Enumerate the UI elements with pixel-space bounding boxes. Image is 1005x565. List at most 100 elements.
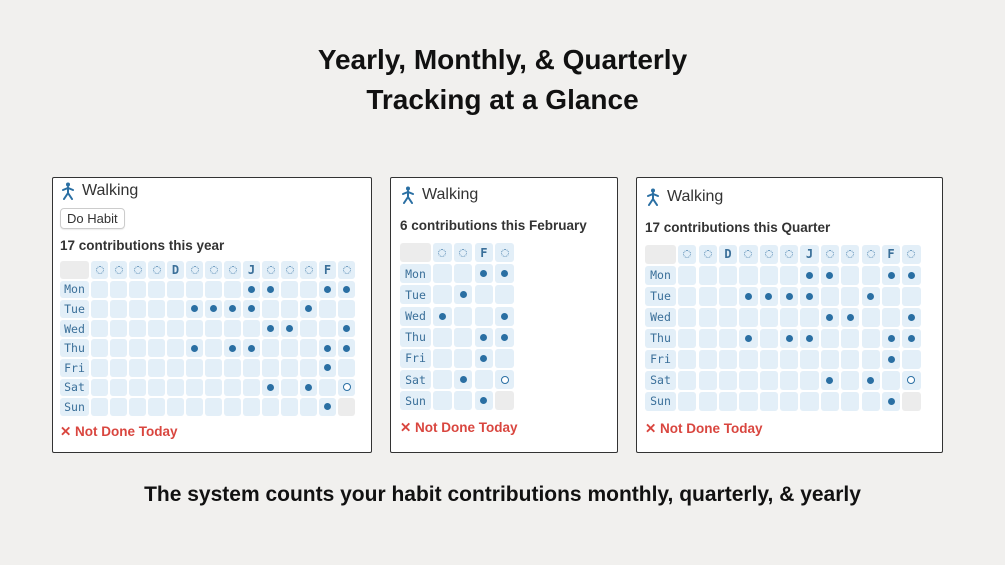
day-cell[interactable] — [902, 349, 921, 369]
day-cell[interactable] — [474, 306, 494, 326]
day-cell[interactable] — [110, 378, 127, 397]
day-cell-done[interactable] — [800, 328, 819, 348]
day-cell-done[interactable] — [881, 349, 901, 369]
day-cell[interactable] — [262, 300, 279, 318]
day-cell[interactable] — [167, 319, 184, 338]
day-cell[interactable] — [129, 398, 146, 416]
day-cell[interactable] — [739, 349, 758, 369]
day-cell-done[interactable] — [338, 280, 355, 299]
day-cell[interactable] — [800, 370, 819, 390]
day-cell-done[interactable] — [759, 286, 778, 306]
day-cell[interactable] — [678, 265, 697, 285]
day-cell[interactable] — [780, 370, 799, 390]
day-cell[interactable] — [110, 339, 127, 357]
day-cell[interactable] — [902, 286, 921, 306]
day-cell[interactable] — [148, 319, 165, 338]
day-cell[interactable] — [433, 370, 452, 390]
day-cell[interactable] — [739, 307, 758, 327]
day-cell[interactable] — [262, 398, 279, 416]
day-cell[interactable] — [148, 378, 165, 397]
day-cell[interactable] — [759, 349, 778, 369]
day-cell-done[interactable] — [820, 265, 839, 285]
day-cell[interactable] — [800, 391, 819, 411]
day-cell[interactable] — [91, 300, 108, 318]
day-cell[interactable] — [243, 358, 260, 377]
do-habit-button[interactable]: Do Habit — [60, 208, 125, 229]
day-cell-done[interactable] — [262, 319, 279, 338]
day-cell[interactable] — [698, 391, 717, 411]
day-cell[interactable] — [780, 307, 799, 327]
day-cell-done[interactable] — [338, 339, 355, 357]
day-cell[interactable] — [453, 264, 473, 284]
day-cell[interactable] — [718, 391, 738, 411]
day-cell[interactable] — [861, 328, 880, 348]
day-cell-done[interactable] — [243, 300, 260, 318]
day-cell-done[interactable] — [453, 285, 473, 305]
day-cell[interactable] — [186, 280, 203, 299]
day-cell-done[interactable] — [495, 264, 514, 284]
day-cell[interactable] — [167, 358, 184, 377]
day-cell[interactable] — [820, 349, 839, 369]
day-cell[interactable] — [243, 319, 260, 338]
day-cell[interactable] — [129, 300, 146, 318]
day-cell[interactable] — [841, 328, 860, 348]
day-cell[interactable] — [243, 378, 260, 397]
day-cell-done[interactable] — [262, 378, 279, 397]
day-cell-done[interactable] — [319, 280, 336, 299]
day-cell[interactable] — [205, 358, 222, 377]
day-cell-done[interactable] — [902, 307, 921, 327]
day-cell[interactable] — [841, 265, 860, 285]
day-cell[interactable] — [262, 358, 279, 377]
day-cell[interactable] — [739, 265, 758, 285]
day-cell[interactable] — [861, 265, 880, 285]
day-cell[interactable] — [780, 391, 799, 411]
day-cell[interactable] — [453, 348, 473, 368]
day-cell[interactable] — [110, 280, 127, 299]
day-cell[interactable] — [129, 378, 146, 397]
day-cell[interactable] — [129, 280, 146, 299]
day-cell-done[interactable] — [453, 370, 473, 390]
day-cell-done[interactable] — [495, 306, 514, 326]
day-cell[interactable] — [300, 339, 317, 357]
day-cell-done[interactable] — [739, 286, 758, 306]
day-cell[interactable] — [433, 348, 452, 368]
day-cell-done[interactable] — [881, 328, 901, 348]
day-cell-done[interactable] — [861, 286, 880, 306]
day-cell-done[interactable] — [820, 370, 839, 390]
day-cell[interactable] — [148, 358, 165, 377]
day-cell[interactable] — [129, 358, 146, 377]
day-cell[interactable] — [780, 349, 799, 369]
day-cell[interactable] — [495, 285, 514, 305]
day-cell-today[interactable] — [495, 370, 514, 390]
day-cell-done[interactable] — [205, 300, 222, 318]
day-cell[interactable] — [167, 398, 184, 416]
day-cell[interactable] — [167, 280, 184, 299]
day-cell[interactable] — [281, 280, 298, 299]
day-cell[interactable] — [224, 398, 241, 416]
day-cell[interactable] — [718, 349, 738, 369]
day-cell[interactable] — [841, 391, 860, 411]
day-cell[interactable] — [678, 391, 697, 411]
day-cell[interactable] — [800, 349, 819, 369]
day-cell-done[interactable] — [474, 391, 494, 411]
day-cell[interactable] — [698, 349, 717, 369]
day-cell[interactable] — [678, 286, 697, 306]
day-cell-done[interactable] — [881, 265, 901, 285]
day-cell[interactable] — [841, 349, 860, 369]
day-cell[interactable] — [110, 300, 127, 318]
day-cell-today[interactable] — [338, 378, 355, 397]
day-cell-done[interactable] — [300, 378, 317, 397]
day-cell[interactable] — [300, 319, 317, 338]
day-cell[interactable] — [281, 339, 298, 357]
day-cell[interactable] — [300, 280, 317, 299]
day-cell-done[interactable] — [281, 319, 298, 338]
day-cell[interactable] — [224, 358, 241, 377]
day-cell[interactable] — [433, 264, 452, 284]
day-cell[interactable] — [678, 307, 697, 327]
day-cell[interactable] — [739, 370, 758, 390]
day-cell-done[interactable] — [800, 265, 819, 285]
day-cell[interactable] — [678, 370, 697, 390]
day-cell[interactable] — [224, 319, 241, 338]
day-cell[interactable] — [338, 358, 355, 377]
day-cell[interactable] — [148, 339, 165, 357]
